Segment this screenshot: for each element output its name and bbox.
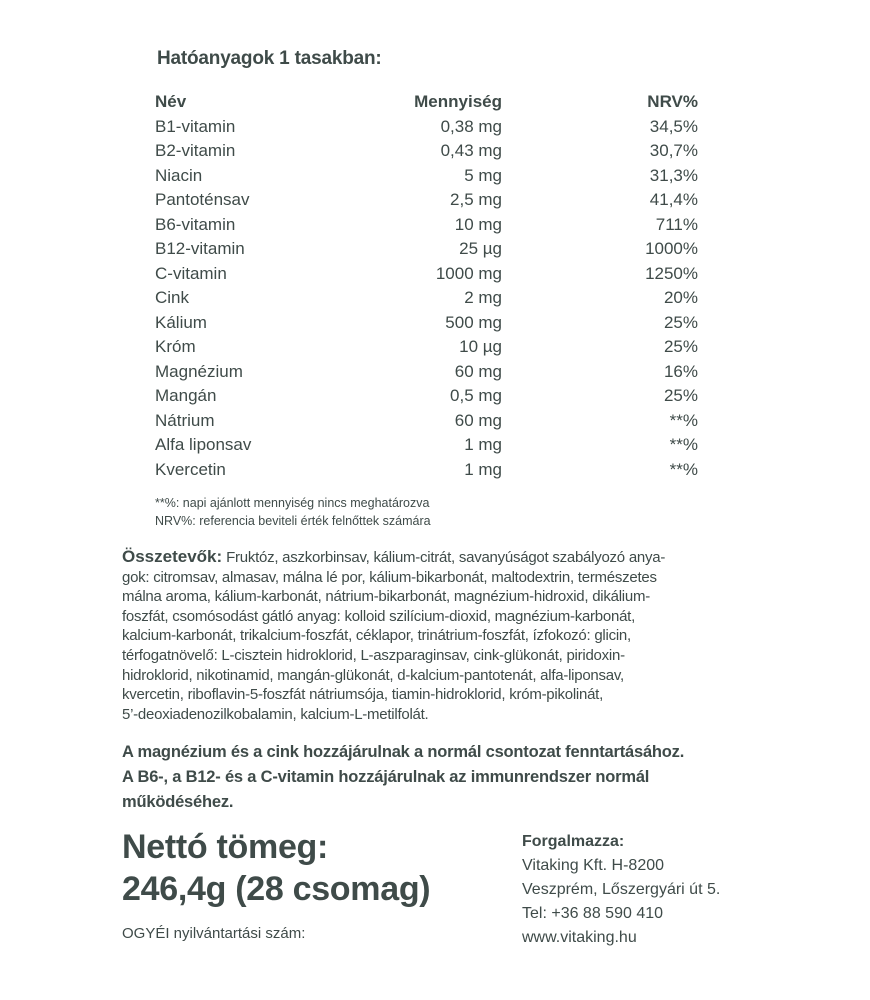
ingredients-line: Összetevők: Fruktóz, aszkorbinsav, káliu… [122,547,665,568]
table-row: Mangán 0,5 mg 25% [155,384,700,409]
nutrient-name: Króm [155,337,196,356]
net-weight-label: Nettó tömeg: [122,828,329,866]
nutrient-amount: 25 µg [459,239,502,258]
nutrient-nrv: 1000% [645,239,698,258]
nutrient-table: Név Mennyiség NRV% B1-vitamin 0,38 mg 34,5… [155,90,700,482]
table-row: B1-vitamin 0,38 mg 34,5% [155,115,700,140]
health-claims: A magnézium és a cink hozzájárulnak a no… [122,740,684,815]
registration-number-label: OGYÉI nyilvántartási szám: [122,925,306,942]
nutrient-name: Kálium [155,312,207,332]
table-row: Króm 10 µg 25% [155,335,700,360]
ingredients-line: gok: citromsav, almasav, málna lé por, k… [122,568,657,586]
ingredients-label: Összetevők: [122,547,223,566]
nutrient-nrv: 25% [663,337,698,356]
nutrient-amount: 60 mg [454,410,502,430]
nutrient-nrv: 1250% [645,263,698,283]
nutrient-nrv: 711% [655,214,698,234]
nutrient-name: B12-vitamin [155,239,245,258]
nutrient-amount: 1 mg [464,459,502,479]
nutrient-amount: 2 mg [464,288,502,307]
table-row: Niacin 5 mg 31,3% [155,164,700,189]
claim-line: működéséhez. [122,793,234,811]
ingredients-line: foszfát, csomósodást gátló anyag: kolloi… [122,607,635,625]
distributor-address: Veszprém, Lőszergyári út 5. [522,881,721,898]
ingredients-text: Fruktóz, aszkorbinsav, kálium-citrát, sa… [222,549,666,566]
net-weight: Nettó tömeg: 246,4g (28 csomag) [122,826,431,910]
nutrient-amount: 60 mg [454,361,502,381]
nutrient-name: B1-vitamin [155,116,236,136]
table-row: Magnézium 60 mg 16% [155,360,700,385]
ingredients-line: térfogatnövelő: L-cisztein hidroklorid, … [122,646,625,664]
nutrient-nrv: 25% [663,312,698,332]
nutrient-name: Niacin [155,165,203,185]
table-row: C-vitamin 1000 mg 1250% [155,262,700,287]
nutrient-name: Cink [155,288,190,307]
nutrient-amount: 5 mg [464,165,502,185]
nutrient-nrv: **% [669,410,698,430]
nutrient-name: Mangán [155,386,217,405]
claim-line: A magnézium és a cink hozzájárulnak a no… [122,743,685,761]
table-row: Nátrium 60 mg **% [155,409,700,434]
nutrient-nrv: 25% [663,386,698,405]
nutrient-name: Kvercetin [155,459,226,479]
nutrient-amount: 1000 mg [435,263,502,283]
nutrient-amount: 0,43 mg [440,141,502,160]
nutrient-name: Pantoténsav [155,190,250,209]
distributor-website[interactable]: www.vitaking.hu [522,929,637,946]
table-row: Alfa liponsav 1 mg **% [155,433,700,458]
footnotes: **%: napi ajánlott mennyiség nincs megha… [155,494,431,530]
table-row: B6-vitamin 10 mg 711% [155,213,700,238]
ingredients-line: kalcium-karbonát, trikalcium-foszfát, cé… [122,627,631,645]
header-amount: Mennyiség [414,92,502,111]
nutrient-amount: 0,5 mg [450,386,502,405]
nutrient-nrv: 30,7% [649,141,698,160]
ingredients-line: málna aroma, kálium-karbonát, nátrium-bi… [122,588,650,606]
nutrient-name: B2-vitamin [155,141,236,160]
distributor-heading: Forgalmazza: [522,833,625,850]
header-name: Név [155,92,187,111]
table-row: Pantoténsav 2,5 mg 41,4% [155,188,700,213]
nutrient-nrv: 34,5% [649,116,698,136]
footnote: **%: napi ajánlott mennyiség nincs megha… [155,496,430,510]
nutrient-amount: 500 mg [445,312,502,332]
nutrient-amount: 0,38 mg [440,116,502,136]
nutrient-nrv: 16% [663,361,698,381]
table-row: Cink 2 mg 20% [155,286,700,311]
nutrient-amount: 10 µg [459,337,502,356]
table-row: Kvercetin 1 mg **% [155,458,700,483]
header-nrv: NRV% [647,92,698,111]
ingredients-line: kvercetin, riboflavin-5-foszfát nátriums… [122,686,604,704]
ingredients: Összetevők: Fruktóz, aszkorbinsav, káliu… [122,547,665,724]
nutrient-name: C-vitamin [155,263,227,283]
footnote: NRV%: referencia beviteli érték felnőtte… [155,514,431,528]
nutrient-name: Magnézium [155,361,243,381]
section-title: Hatóanyagok 1 tasakban: [157,48,382,69]
nutrient-nrv: 20% [663,288,698,307]
claim-line: A B6-, a B12- és a C-vitamin hozzájáruln… [122,768,650,786]
nutrient-nrv: **% [669,459,698,479]
nutrient-nrv: **% [669,435,698,454]
table-row: B12-vitamin 25 µg 1000% [155,237,700,262]
nutrient-nrv: 41,4% [649,190,698,209]
distributor-phone: Tel: +36 88 590 410 [522,905,664,922]
net-weight-value: 246,4g (28 csomag) [122,870,431,908]
table-header: Név Mennyiség NRV% [155,90,700,115]
nutrient-nrv: 31,3% [649,165,698,185]
table-row: Kálium 500 mg 25% [155,311,700,336]
nutrient-amount: 1 mg [464,435,502,454]
ingredients-line: 5’-deoxiadenozilkobalamin, kalcium-L-met… [122,705,429,723]
nutrient-name: Nátrium [155,410,215,430]
nutrient-name: Alfa liponsav [155,435,252,454]
nutrient-name: B6-vitamin [155,214,236,234]
distributor: Forgalmazza: Vitaking Kft. H-8200 Veszpr… [522,830,720,950]
table-row: B2-vitamin 0,43 mg 30,7% [155,139,700,164]
distributor-company: Vitaking Kft. H-8200 [522,857,665,874]
nutrient-amount: 10 mg [454,214,502,234]
ingredients-line: hidroklorid, nikotinamid, mangán-glükoná… [122,666,624,684]
nutrient-amount: 2,5 mg [450,190,502,209]
